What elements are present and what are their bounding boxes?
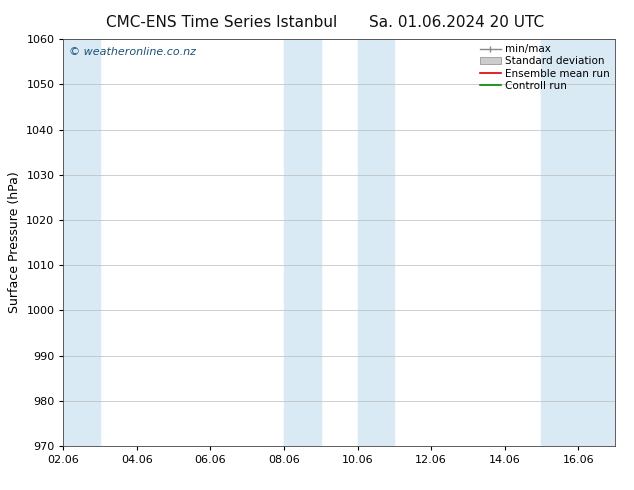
Y-axis label: Surface Pressure (hPa): Surface Pressure (hPa) — [8, 172, 21, 314]
Text: CMC-ENS Time Series Istanbul: CMC-ENS Time Series Istanbul — [107, 15, 337, 30]
Legend: min/max, Standard deviation, Ensemble mean run, Controll run: min/max, Standard deviation, Ensemble me… — [480, 45, 610, 91]
Bar — [578, 39, 615, 446]
Bar — [358, 39, 394, 446]
Text: Sa. 01.06.2024 20 UTC: Sa. 01.06.2024 20 UTC — [369, 15, 544, 30]
Bar — [63, 39, 100, 446]
Text: © weatheronline.co.nz: © weatheronline.co.nz — [69, 48, 196, 57]
Bar — [541, 39, 578, 446]
Bar — [284, 39, 321, 446]
